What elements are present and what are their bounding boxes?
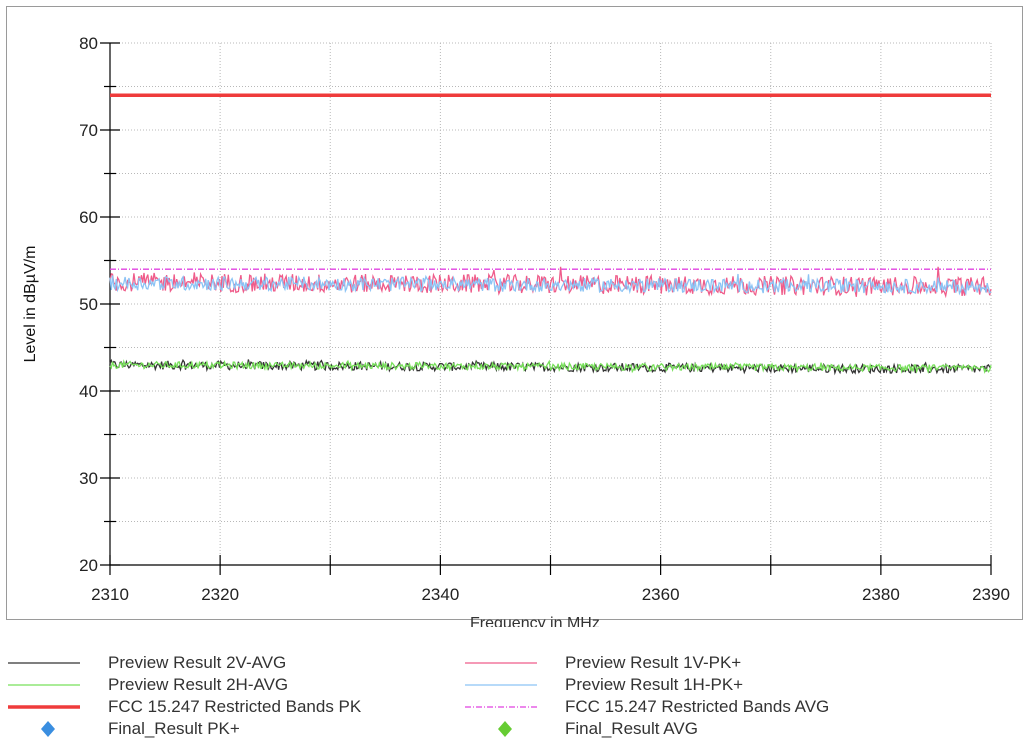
x-tick-label: 2360 <box>642 585 680 604</box>
x-axis-label: Frequency in MHz <box>470 613 600 627</box>
x-tick-label: 2390 <box>972 585 1010 604</box>
x-tick-label: 2310 <box>91 585 129 604</box>
legend-label: Preview Result 2H-AVG <box>108 675 288 695</box>
legend-label: Preview Result 1V-PK+ <box>565 653 741 673</box>
legend-item: Preview Result 1H-PK+ <box>465 674 985 696</box>
chart-plot: 20 30 40 50 60 70 80 2310 2320 2340 2360 2380 2390 Le… <box>7 7 1024 621</box>
legend-label: Preview Result 2V-AVG <box>108 653 286 673</box>
x-tick-label: 2340 <box>421 585 459 604</box>
legend-item: Final_Result AVG <box>465 718 985 740</box>
y-axis-label: Level in dBµV/m <box>22 246 39 363</box>
legend-label: FCC 15.247 Restricted Bands PK <box>108 697 361 717</box>
legend-swatch <box>465 718 537 740</box>
legend-label: Final_Result AVG <box>565 719 698 739</box>
legend-swatch <box>465 652 537 674</box>
legend-item: Preview Result 1V-PK+ <box>465 652 985 674</box>
chart-frame: 20 30 40 50 60 70 80 2310 2320 2340 2360 2380 2390 Le… <box>6 6 1023 620</box>
y-tick-label: 30 <box>79 469 98 488</box>
legend-item: FCC 15.247 Restricted Bands AVG <box>465 696 985 718</box>
y-tick-label: 50 <box>79 295 98 314</box>
legend-marker <box>498 721 512 737</box>
y-tick-label: 80 <box>79 34 98 53</box>
legend-item: Preview Result 2V-AVG <box>8 652 528 674</box>
legend-item: FCC 15.247 Restricted Bands PK <box>8 696 528 718</box>
legend-swatch <box>8 674 80 696</box>
legend-label: Final_Result PK+ <box>108 719 240 739</box>
legend-swatch <box>465 696 537 718</box>
x-tick-label: 2380 <box>862 585 900 604</box>
legend-swatch <box>465 674 537 696</box>
y-tick-label: 70 <box>79 121 98 140</box>
y-tick-label: 60 <box>79 208 98 227</box>
legend-label: FCC 15.247 Restricted Bands AVG <box>565 697 829 717</box>
legend-item: Final_Result PK+ <box>8 718 528 740</box>
legend-marker <box>41 721 55 737</box>
legend: Preview Result 2V-AVG Preview Result 1V-P… <box>0 652 1030 749</box>
x-tick-label: 2320 <box>201 585 239 604</box>
legend-item: Preview Result 2H-AVG <box>8 674 528 696</box>
y-tick-label: 40 <box>79 382 98 401</box>
y-tick-label: 20 <box>79 556 98 575</box>
legend-label: Preview Result 1H-PK+ <box>565 675 743 695</box>
legend-swatch <box>8 718 80 740</box>
legend-swatch <box>8 696 80 718</box>
legend-swatch <box>8 652 80 674</box>
